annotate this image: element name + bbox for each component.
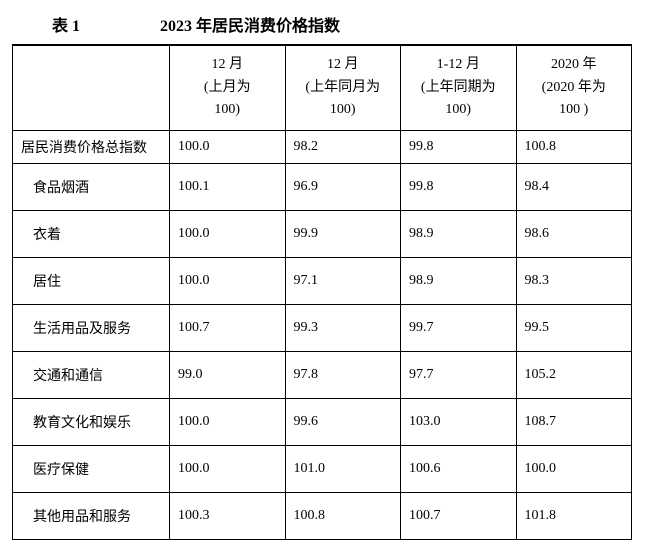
cell-value: 100.0 xyxy=(170,131,286,164)
cell-value: 103.0 xyxy=(401,399,517,446)
table-row: 医疗保健100.0101.0100.6100.0 xyxy=(13,446,632,493)
cell-value: 97.1 xyxy=(285,258,401,305)
cell-value: 98.9 xyxy=(401,211,517,258)
table-row: 居民消费价格总指数100.098.299.8100.8 xyxy=(13,131,632,164)
row-label: 其他用品和服务 xyxy=(13,493,170,540)
table-title: 2023 年居民消费价格指数 xyxy=(160,12,340,36)
cell-value: 100.8 xyxy=(516,131,632,164)
col-header-category xyxy=(13,45,170,131)
col-header-4: 2020 年(2020 年为100 ) xyxy=(516,45,632,131)
row-label: 教育文化和娱乐 xyxy=(13,399,170,446)
cell-value: 101.0 xyxy=(285,446,401,493)
cell-value: 99.8 xyxy=(401,164,517,211)
cell-value: 100.3 xyxy=(170,493,286,540)
cell-value: 100.0 xyxy=(170,399,286,446)
cell-value: 98.2 xyxy=(285,131,401,164)
cell-value: 99.0 xyxy=(170,352,286,399)
row-label: 医疗保健 xyxy=(13,446,170,493)
row-label: 居民消费价格总指数 xyxy=(13,131,170,164)
cpi-table: 12 月(上月为100) 12 月(上年同月为100) 1-12 月(上年同期为… xyxy=(12,44,632,540)
col-header-2: 12 月(上年同月为100) xyxy=(285,45,401,131)
cell-value: 99.5 xyxy=(516,305,632,352)
table-caption: 表 1 2023 年居民消费价格指数 xyxy=(12,12,649,36)
header-row: 12 月(上月为100) 12 月(上年同月为100) 1-12 月(上年同期为… xyxy=(13,45,632,131)
col-header-3: 1-12 月(上年同期为100) xyxy=(401,45,517,131)
col-header-1: 12 月(上月为100) xyxy=(170,45,286,131)
table-row: 教育文化和娱乐100.099.6103.0108.7 xyxy=(13,399,632,446)
cell-value: 96.9 xyxy=(285,164,401,211)
cell-value: 98.9 xyxy=(401,258,517,305)
cell-value: 98.6 xyxy=(516,211,632,258)
cell-value: 108.7 xyxy=(516,399,632,446)
cell-value: 100.7 xyxy=(170,305,286,352)
cell-value: 100.0 xyxy=(170,211,286,258)
table-row: 生活用品及服务100.799.399.799.5 xyxy=(13,305,632,352)
table-row: 居住100.097.198.998.3 xyxy=(13,258,632,305)
cell-value: 97.7 xyxy=(401,352,517,399)
cell-value: 105.2 xyxy=(516,352,632,399)
cell-value: 99.3 xyxy=(285,305,401,352)
cell-value: 100.0 xyxy=(170,446,286,493)
cell-value: 99.7 xyxy=(401,305,517,352)
cell-value: 98.3 xyxy=(516,258,632,305)
cell-value: 100.7 xyxy=(401,493,517,540)
cell-value: 100.6 xyxy=(401,446,517,493)
cell-value: 99.9 xyxy=(285,211,401,258)
table-row: 衣着100.099.998.998.6 xyxy=(13,211,632,258)
cell-value: 101.8 xyxy=(516,493,632,540)
cell-value: 100.8 xyxy=(285,493,401,540)
cell-value: 99.8 xyxy=(401,131,517,164)
table-row: 交通和通信99.097.897.7105.2 xyxy=(13,352,632,399)
row-label: 居住 xyxy=(13,258,170,305)
cell-value: 99.6 xyxy=(285,399,401,446)
cell-value: 98.4 xyxy=(516,164,632,211)
cell-value: 100.0 xyxy=(170,258,286,305)
table-row: 其他用品和服务100.3100.8100.7101.8 xyxy=(13,493,632,540)
row-label: 食品烟酒 xyxy=(13,164,170,211)
row-label: 交通和通信 xyxy=(13,352,170,399)
table-row: 食品烟酒100.196.999.898.4 xyxy=(13,164,632,211)
row-label: 衣着 xyxy=(13,211,170,258)
cell-value: 97.8 xyxy=(285,352,401,399)
cell-value: 100.0 xyxy=(516,446,632,493)
cell-value: 100.1 xyxy=(170,164,286,211)
table-number: 表 1 xyxy=(52,12,80,36)
row-label: 生活用品及服务 xyxy=(13,305,170,352)
